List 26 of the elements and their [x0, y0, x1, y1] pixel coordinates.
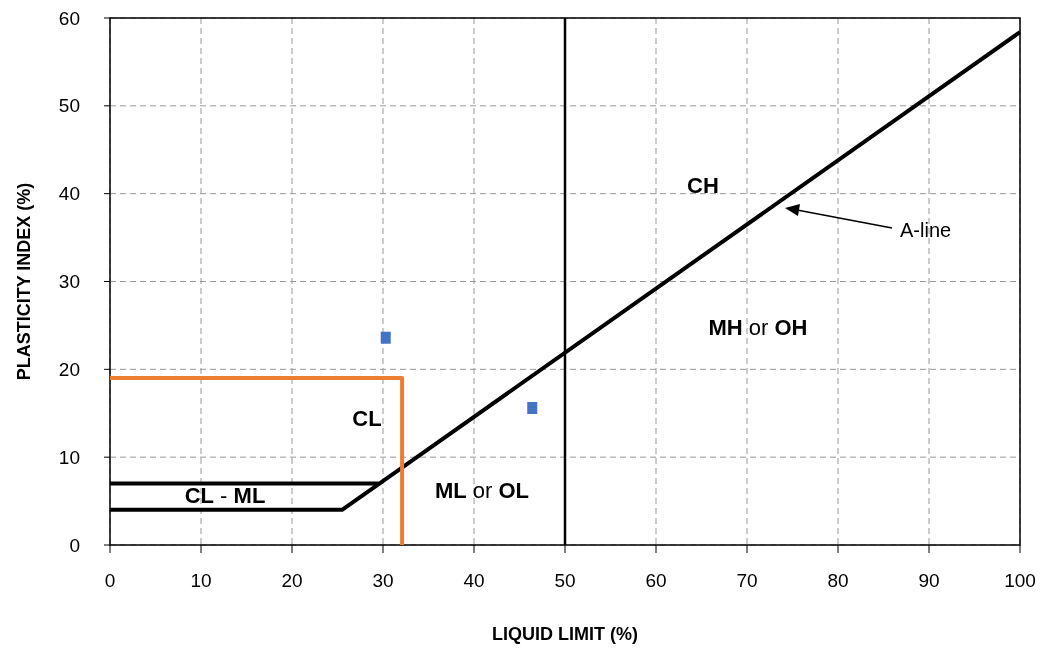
- x-tick-label: 10: [190, 570, 212, 591]
- annotation: CL: [352, 405, 382, 431]
- x-tick-label: 40: [463, 570, 485, 591]
- annotation: ML or OL: [434, 477, 530, 503]
- x-tick-label: 100: [1004, 570, 1036, 591]
- x-tick-label: 90: [918, 570, 940, 591]
- y-tick-label: 60: [58, 7, 80, 29]
- x-tick-label: 60: [645, 570, 667, 591]
- x-tick-label: 80: [827, 570, 849, 591]
- y-tick-label: 20: [58, 358, 80, 380]
- annotation: CH: [687, 172, 719, 198]
- x-axis-title: LIQUID LIMIT (%): [492, 624, 638, 644]
- x-tick-label: 20: [281, 570, 303, 591]
- x-tick-label: 30: [372, 570, 394, 591]
- x-tick-label: 0: [104, 570, 116, 591]
- annotation: MH or OH: [708, 314, 808, 340]
- annotation: A-line: [900, 219, 952, 241]
- x-tick-label: 50: [554, 570, 576, 591]
- annotation: CL - ML: [184, 482, 266, 508]
- y-tick-label: 40: [58, 183, 80, 205]
- y-tick-label: 50: [58, 95, 80, 117]
- y-tick-label: 0: [69, 534, 80, 556]
- y-tick-label: 30: [58, 271, 80, 293]
- x-tick-label: 70: [736, 570, 758, 591]
- y-tick-label: 10: [58, 446, 80, 468]
- y-axis-title: PLASTICITY INDEX (%): [14, 182, 34, 381]
